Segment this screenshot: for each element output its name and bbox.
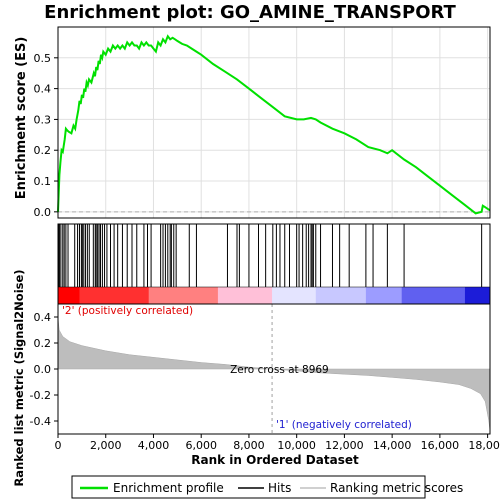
x-tick-label: 2,000 <box>90 439 122 452</box>
legend-label-ranking-metric: Ranking metric scores <box>330 481 463 495</box>
es-y-tick-label: 0.4 <box>34 83 52 96</box>
x-tick-label: 4,000 <box>138 439 170 452</box>
x-tick-label: 12,000 <box>325 439 364 452</box>
es-y-tick-label: 0.3 <box>34 113 52 126</box>
x-tick-label: 8,000 <box>233 439 265 452</box>
ranking-metric-area <box>57 316 491 432</box>
es-plot-frame <box>57 26 491 219</box>
ranking-metric-color-segment <box>315 287 367 304</box>
es-panel: 0.0 0.1 0.2 0.3 0.4 0.5 <box>34 26 491 219</box>
legend-box <box>71 475 426 499</box>
ranking-metric-color-segment <box>464 287 491 304</box>
es-y-tick-label: 0.2 <box>34 144 52 157</box>
legend-label-hits: Hits <box>268 481 291 495</box>
x-tick-label: 16,000 <box>421 439 460 452</box>
metric-y-tick-label: 0.0 <box>34 363 52 376</box>
zero-cross-label: Zero cross at 8969 <box>230 364 329 376</box>
metric-panel: 0.4 0.2 0.0 -0.2 -0.4 '2' (positively correla… <box>30 303 500 452</box>
x-tick-label: 18,000 <box>468 439 500 452</box>
metric-border <box>57 303 491 435</box>
hits-panel <box>57 223 491 305</box>
metric-y-tick-label: 0.2 <box>34 337 52 350</box>
es-plot-border <box>57 26 491 219</box>
ranking-metric-color-segment <box>58 287 80 304</box>
es-y-tick-label: 0.1 <box>34 175 52 188</box>
enrichment-profile-line <box>57 34 491 215</box>
ranking-metric-color-segment <box>148 287 219 304</box>
es-y-tick-label: 0.5 <box>34 52 52 65</box>
ranking-metric-color-segment <box>272 287 317 304</box>
chart-title: Enrichment plot: GO_AMINE_TRANSPORT <box>44 2 456 23</box>
x-axis-label: Rank in Ordered Dataset <box>191 453 359 467</box>
ranking-metric-color-segment <box>79 287 149 304</box>
negative-correlation-label: '1' (negatively correlated) <box>276 419 412 431</box>
legend-label-enrichment-profile: Enrichment profile <box>113 481 224 495</box>
es-axis-label: Enrichment score (ES) <box>14 37 29 200</box>
x-tick-label: 0 <box>55 439 62 452</box>
metric-y-tick-label: 0.4 <box>34 311 52 324</box>
ranking-metric-color-segment <box>217 287 273 304</box>
metric-y-tick-label: -0.2 <box>30 389 51 402</box>
metric-axis-label: Ranked list metric (Signal2Noise) <box>12 269 26 486</box>
legend: Enrichment profile Hits Ranking metric s… <box>71 475 463 499</box>
x-tick-label: 10,000 <box>277 439 316 452</box>
ranking-metric-color-segment <box>401 287 466 304</box>
x-tick-label: 6,000 <box>185 439 217 452</box>
positive-correlation-label: '2' (positively correlated) <box>62 305 193 317</box>
es-y-tick-label: 0.0 <box>34 206 52 219</box>
x-tick-label: 14,000 <box>373 439 412 452</box>
metric-y-tick-label: -0.4 <box>30 415 51 428</box>
ranking-metric-color-segment <box>365 287 402 304</box>
